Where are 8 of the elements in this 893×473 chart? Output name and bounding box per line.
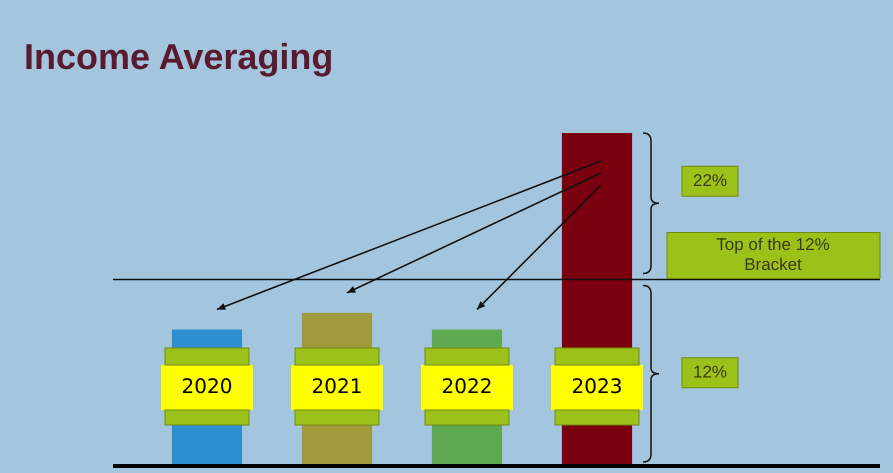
x-tick-label: 2021 (312, 374, 362, 398)
x-tick-label: 2020 (182, 374, 232, 398)
chart-title: Income Averaging (24, 36, 334, 78)
text: 22% (692, 170, 728, 190)
ref-line-label: Top of the 12% Bracket (716, 235, 830, 274)
x-tick-label: 2023 (572, 374, 622, 398)
text: 12% (692, 362, 728, 382)
x-tick-label: 2022 (442, 374, 492, 398)
